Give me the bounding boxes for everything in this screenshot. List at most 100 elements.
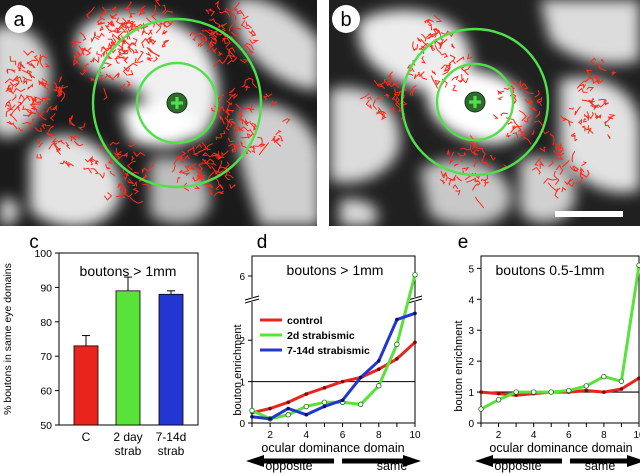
axon-segment xyxy=(38,142,44,148)
axon-segment xyxy=(201,174,205,182)
axon-segment xyxy=(239,114,248,127)
axon-segment xyxy=(230,120,236,125)
axon-segment xyxy=(108,157,114,164)
axon-segment xyxy=(84,156,93,163)
chart-c-bar xyxy=(73,345,99,426)
axon-segment xyxy=(577,87,588,93)
chart-d-point xyxy=(358,375,363,380)
axon-segment xyxy=(209,17,215,23)
axon-segment xyxy=(70,135,77,142)
axon-segment xyxy=(248,108,255,113)
axon-segment xyxy=(433,14,443,23)
axon-segment xyxy=(21,69,32,76)
axon-segment xyxy=(127,20,134,27)
axon-segment xyxy=(567,178,575,188)
axon-segment xyxy=(198,148,211,153)
axon-segment xyxy=(4,103,10,108)
axon-segment xyxy=(139,9,146,16)
crosshair-icon-a xyxy=(171,97,183,109)
axon-segment xyxy=(79,69,88,76)
axon-segment xyxy=(460,152,466,157)
axon-segment xyxy=(9,56,17,66)
chart-d-point xyxy=(412,272,418,278)
axon-segment xyxy=(6,99,12,107)
axon-segment xyxy=(560,115,570,122)
axon-segment xyxy=(132,187,140,195)
chart-e-title: boutons 0.5-1mm xyxy=(496,262,605,278)
axon-segment xyxy=(161,40,168,48)
inner-ring-a xyxy=(135,61,219,145)
axon-segment xyxy=(510,121,519,134)
axon-segment xyxy=(452,174,457,182)
axon-segment xyxy=(246,45,254,53)
axon-segment xyxy=(440,170,448,178)
axon-segment xyxy=(474,180,479,183)
axon-segment xyxy=(194,185,201,189)
outer-ring-b xyxy=(400,27,550,177)
axon-segment xyxy=(216,94,225,103)
axon-segment xyxy=(210,162,217,166)
chart-e-point xyxy=(601,373,607,380)
axon-segment xyxy=(452,184,459,190)
axon-segment xyxy=(590,57,597,66)
chart-e-xtick-label: 4 xyxy=(531,430,537,441)
chart-e-xtick-label: 10 xyxy=(633,430,640,441)
axon-segment xyxy=(497,90,505,95)
chart-e-point xyxy=(530,389,537,395)
axon-segment xyxy=(365,99,373,110)
axon-segment xyxy=(142,183,150,191)
axon-segment xyxy=(22,121,32,131)
axon-segment xyxy=(111,33,122,41)
axon-segment xyxy=(590,97,595,104)
panel-c-chart: boutons > 1mm % boutons in same eye doma… xyxy=(2,248,199,458)
axon-segment xyxy=(392,82,400,89)
chart-d-point xyxy=(250,414,254,419)
axon-segment xyxy=(376,96,384,100)
chart-e-frame xyxy=(480,255,640,424)
axon-segment xyxy=(99,25,104,32)
axon-segment xyxy=(55,86,62,95)
axon-segment xyxy=(109,170,116,177)
axon-segment xyxy=(572,165,580,172)
chart-c-ytick-label: 60 xyxy=(40,386,52,398)
axon-segment xyxy=(470,144,477,156)
chart-e-point xyxy=(583,383,590,389)
axon-segment xyxy=(241,42,254,50)
axon-segment xyxy=(178,169,183,174)
axon-segment xyxy=(226,118,233,128)
axon-segment xyxy=(421,43,427,50)
axon-arbor-b xyxy=(360,14,617,209)
axon-segment xyxy=(471,183,479,191)
axon-segment xyxy=(151,13,157,21)
axon-segment xyxy=(120,49,129,55)
axon-segment xyxy=(585,69,592,75)
crosshair-icon-b xyxy=(469,96,481,108)
axon-segment xyxy=(476,179,481,186)
axon-segment xyxy=(481,161,494,168)
axon-segment xyxy=(10,82,18,93)
axon-segment xyxy=(215,155,222,160)
axon-segment xyxy=(121,83,126,92)
axon-segment xyxy=(227,137,235,143)
axon-segment xyxy=(225,102,231,112)
chart-d-ytick-label: 0 xyxy=(239,419,245,430)
axon-segment xyxy=(126,1,133,10)
chart-d-xtick-label: 4 xyxy=(304,430,310,441)
axon-segment xyxy=(126,160,136,171)
axon-segment xyxy=(81,47,92,52)
axon-segment xyxy=(218,190,224,195)
axon-segment xyxy=(453,163,459,167)
axon-segment xyxy=(114,150,122,158)
axon-segment xyxy=(201,152,211,158)
axon-segment xyxy=(205,9,209,15)
chart-d-series-line xyxy=(251,311,416,421)
axon-segment xyxy=(192,33,199,42)
axon-segment xyxy=(132,49,139,54)
axon-segment xyxy=(210,151,220,158)
axon-segment xyxy=(258,142,270,156)
axon-segment xyxy=(27,61,34,68)
axon-segment xyxy=(110,13,118,19)
chart-e-ytick-label: 0 xyxy=(468,419,474,430)
axon-segment xyxy=(595,76,599,80)
axon-segment xyxy=(424,18,434,24)
